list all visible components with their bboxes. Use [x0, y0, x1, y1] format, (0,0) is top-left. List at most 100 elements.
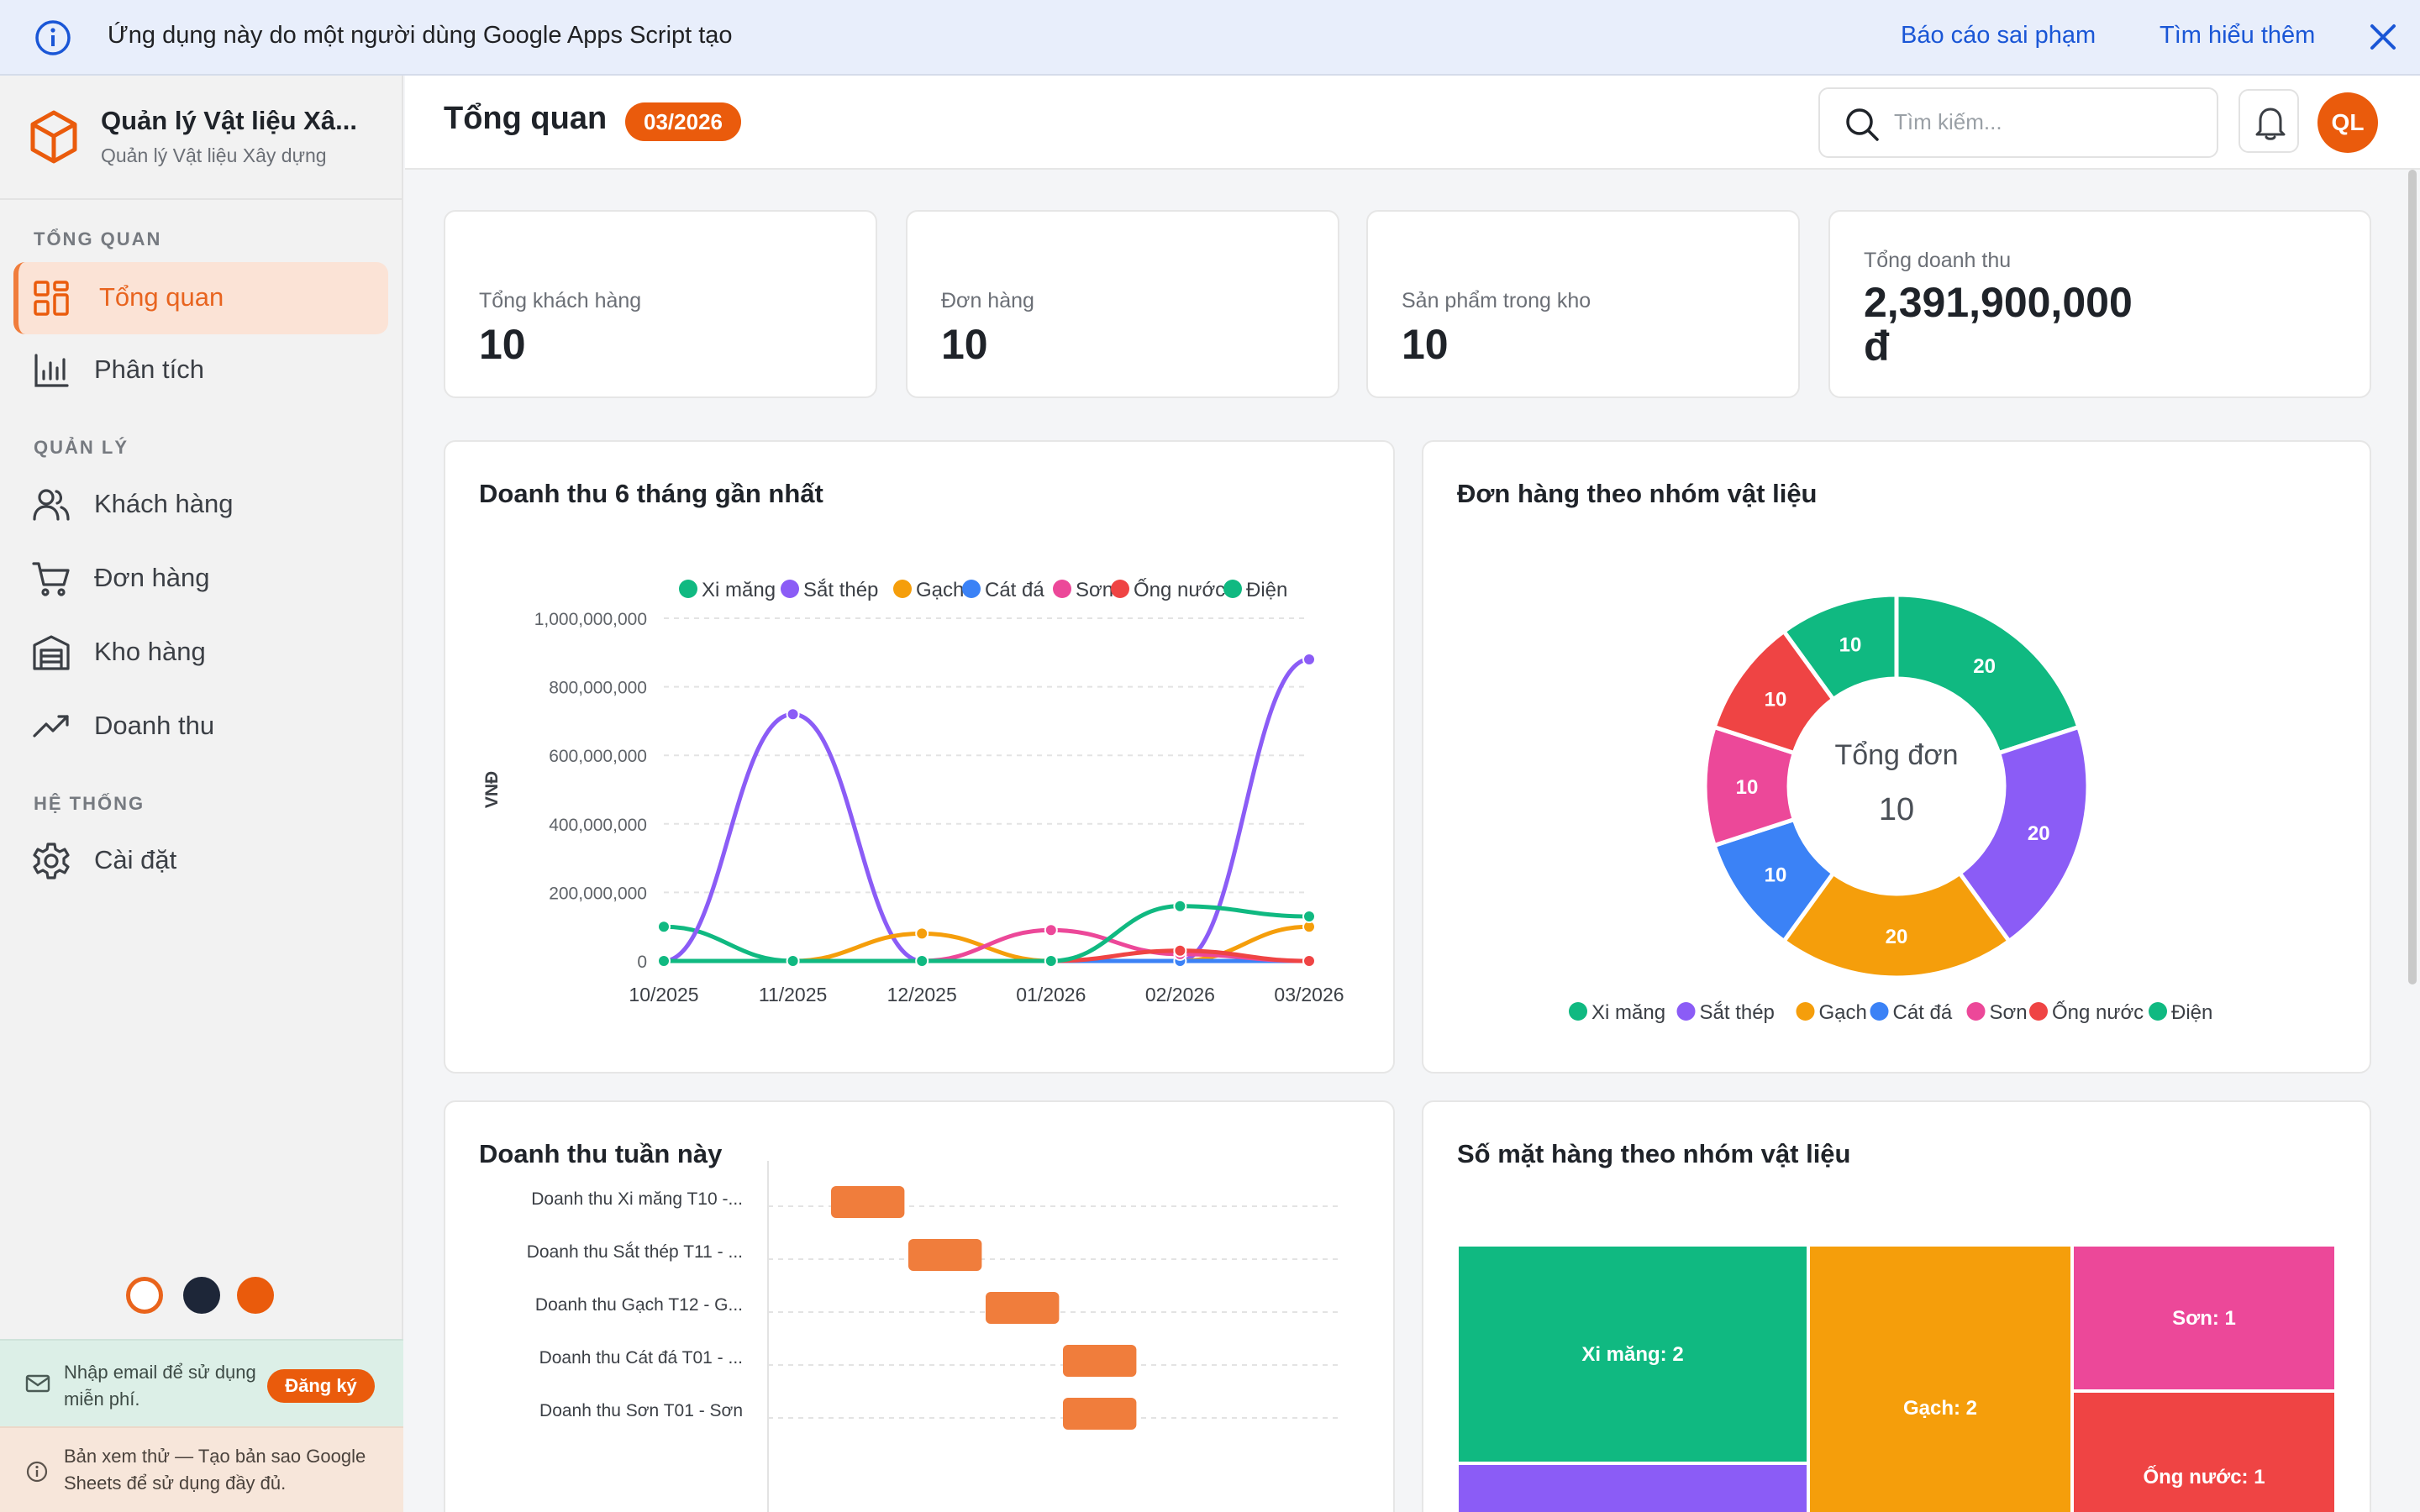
items-by-group-panel: Số mặt hàng theo nhóm vật liệu Xi măng: …	[1422, 1100, 2371, 1512]
treemap-label: Sơn: 1	[2172, 1307, 2236, 1330]
legend-label: Cát đá	[1893, 1001, 1953, 1024]
info-icon	[35, 20, 71, 55]
bar-chart-icon	[34, 354, 69, 387]
y-tick-label: Doanh thu Cát đá T01 - ...	[539, 1348, 743, 1368]
y-tick-label: Doanh thu Xi măng T10 -...	[531, 1189, 743, 1209]
notifications-button[interactable]	[2238, 89, 2299, 153]
search-icon	[1846, 108, 1879, 141]
pie-slice	[1956, 724, 2091, 944]
line-chart: Xi măng Sắt thép Gạch Cát đá Sơn Ống nước Điện…	[482, 578, 1344, 1005]
range-bar	[1063, 1345, 1137, 1377]
y-tick-label: 1,000,000,000	[534, 610, 647, 629]
sidebar-item-revenue[interactable]: Doanh thu	[13, 690, 388, 763]
search-input[interactable]: Tìm kiếm...	[1894, 109, 2002, 134]
y-tick-label: Doanh thu Gạch T12 - G...	[535, 1295, 743, 1315]
treemap-cell	[1810, 1247, 2070, 1512]
x-tick-label: 12/2025	[887, 984, 957, 1005]
search-box[interactable]: Tìm kiếm...	[1818, 87, 2218, 158]
x-tick-label: 01/2026	[1016, 984, 1086, 1005]
page-scrollbar[interactable]	[2408, 170, 2417, 984]
legend-swatch	[2149, 1002, 2167, 1021]
treemap-label: Ống nước: 1	[2143, 1465, 2265, 1488]
legend-label: Sắt thép	[803, 579, 878, 601]
pie-slice	[1894, 592, 2081, 756]
legend-swatch	[1796, 1002, 1815, 1021]
sidebar-item-settings[interactable]: Cài đặt	[13, 825, 388, 897]
x-tick-label: 11/2025	[759, 984, 827, 1005]
data-point	[657, 920, 671, 934]
info-icon	[26, 1461, 48, 1483]
stat-label: Đơn hàng	[941, 289, 1034, 312]
signup-button[interactable]: Đăng ký	[267, 1369, 375, 1403]
theme-orange-option[interactable]	[237, 1277, 274, 1314]
stat-card-revenue: Tổng doanh thu 2,391,900,000 đ	[1828, 210, 2371, 398]
data-point	[915, 927, 929, 941]
app-name: Quản lý Vật liệu Xâ...	[101, 106, 357, 135]
legend-label: Cát đá	[985, 579, 1044, 601]
theme-dark-option[interactable]	[183, 1277, 220, 1314]
data-point	[1044, 923, 1058, 937]
section-label-manage: QUẢN LÝ	[34, 437, 129, 458]
sidebar-item-customers[interactable]: Khách hàng	[13, 469, 388, 541]
series-line	[663, 657, 1310, 963]
brand[interactable]: Quản lý Vật liệu Xâ... Quản lý Vật liệu …	[0, 76, 403, 200]
stat-unit: đ	[1864, 323, 1890, 370]
y-tick-label: Doanh thu Sơn T01 - Sơn	[539, 1401, 743, 1420]
treemap-label: Xi măng: 2	[1581, 1343, 1683, 1366]
range-bar	[831, 1186, 905, 1218]
legend-label: Xi măng	[702, 579, 776, 601]
period-badge: 03/2026	[625, 102, 741, 141]
mail-icon	[25, 1374, 50, 1393]
x-tick-label: 02/2026	[1145, 984, 1215, 1005]
sidebar-item-label: Đơn hàng	[94, 563, 210, 592]
range-bar	[908, 1239, 982, 1271]
page-title: Tổng quan	[444, 101, 608, 136]
trial-notice: Bản xem thử — Tạo bản sao Google Sheets …	[0, 1426, 403, 1512]
legend-label: Sơn	[1076, 579, 1113, 601]
weekly-revenue-panel: Doanh thu tuần này Doanh thu Xi măng T10…	[444, 1100, 1395, 1512]
sidebar-item-warehouse[interactable]: Kho hàng	[13, 617, 388, 689]
data-point	[657, 954, 671, 968]
top-header: Tổng quan 03/2026 Tìm kiếm... QL	[405, 76, 2420, 170]
cube-logo-icon	[30, 110, 77, 164]
stat-value: 2,391,900,000	[1864, 279, 2133, 326]
sidebar-item-label: Doanh thu	[94, 711, 215, 740]
sidebar: Quản lý Vật liệu Xâ... Quản lý Vật liệu …	[0, 76, 403, 1512]
legend-swatch	[1676, 1002, 1696, 1021]
data-point	[786, 954, 800, 968]
legend-swatch	[1966, 1002, 1986, 1021]
y-tick-label: Doanh thu Sắt thép T11 - ...	[527, 1242, 743, 1262]
legend-label: Gạch	[916, 579, 964, 601]
legend-swatch	[1870, 1002, 1889, 1021]
legend-swatch	[1053, 580, 1071, 598]
y-tick-label: 400,000,000	[549, 816, 647, 835]
legend-swatch	[893, 580, 912, 598]
grid-icon	[34, 281, 69, 316]
sidebar-item-analytics[interactable]: Phân tích	[13, 334, 388, 407]
orders-by-group-panel: Đơn hàng theo nhóm vật liệu 20 20 20 10 10 10…	[1422, 440, 2371, 1074]
range-bar-chart: Doanh thu Xi măng T10 -... Doanh thu Sắt …	[527, 1161, 1341, 1512]
data-point	[786, 707, 800, 722]
legend-label: Xi măng	[1591, 1001, 1665, 1024]
panel-title: Số mặt hàng theo nhóm vật liệu	[1457, 1139, 1851, 1168]
sidebar-item-dashboard[interactable]: Tổng quan	[13, 262, 388, 334]
sidebar-item-orders[interactable]: Đơn hàng	[13, 543, 388, 615]
section-label-overview: TỔNG QUAN	[34, 228, 162, 249]
stat-value: 10	[479, 321, 526, 368]
stat-label: Tổng khách hàng	[479, 289, 642, 312]
legend-swatch	[2029, 1002, 2048, 1021]
legend-swatch	[679, 580, 697, 598]
theme-switcher	[126, 1277, 277, 1319]
theme-light-option[interactable]	[126, 1277, 163, 1314]
panel-title: Doanh thu 6 tháng gần nhất	[479, 479, 823, 508]
stat-card-orders: Đơn hàng 10	[906, 210, 1339, 398]
report-abuse-link[interactable]: Báo cáo sai phạm	[1901, 22, 2096, 49]
legend-label: Gạch	[1819, 1001, 1867, 1024]
x-tick-label: 03/2026	[1274, 984, 1344, 1005]
sidebar-item-label: Cài đặt	[94, 845, 177, 874]
avatar[interactable]: QL	[2317, 92, 2378, 153]
treemap-cell	[2074, 1393, 2334, 1512]
stat-value: 10	[1402, 321, 1449, 368]
close-icon[interactable]	[2368, 22, 2398, 52]
learn-more-link[interactable]: Tìm hiểu thêm	[2160, 22, 2316, 49]
